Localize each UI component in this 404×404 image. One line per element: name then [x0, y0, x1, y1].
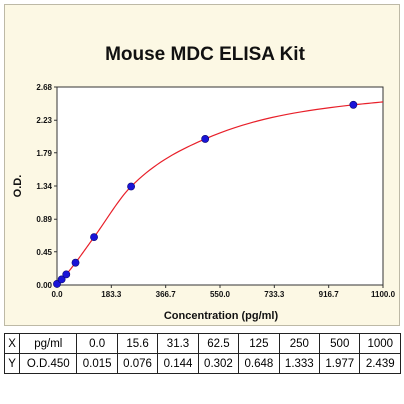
x-tick-label: 916.7: [319, 290, 340, 299]
data-point: [71, 258, 80, 267]
x-axis-label: Concentration (pg/ml): [164, 310, 279, 322]
table-cell: 1.333: [278, 353, 321, 374]
y-tick-label: 2.23: [36, 116, 52, 125]
row-header-cell: Y: [3, 353, 21, 374]
data-point: [62, 270, 71, 279]
y-tick-label: 1.34: [36, 182, 52, 191]
y-tick-label: 0.45: [36, 248, 52, 257]
table-cell: 0.302: [197, 353, 240, 374]
table-cell: 500: [319, 333, 361, 354]
x-tick-label: 366.7: [156, 290, 177, 299]
y-axis-label: O.D.: [12, 175, 24, 198]
x-tick-label: 733.3: [264, 290, 285, 299]
chart-panel: Mouse MDC ELISA Kit 0.0 183.3 366.7 550.0 73…: [4, 4, 400, 326]
table-cell: 1000: [359, 333, 401, 354]
table-cell: 62.5: [197, 333, 240, 354]
y-tick-label: 2.68: [36, 83, 52, 92]
table-cell: 125: [238, 333, 280, 354]
table-cell: O.D.450: [19, 353, 78, 374]
y-tick-label: 0.00: [36, 281, 52, 290]
table-cell: 0.144: [157, 353, 199, 374]
data-point: [201, 135, 210, 143]
axis-ticks: 0.0 183.3 366.7 550.0 733.3 916.7 1100.0 0.00 0.…: [36, 83, 395, 299]
table-cell: 31.3: [157, 333, 199, 354]
y-tick-label: 1.79: [36, 149, 52, 158]
x-tick-label: 183.3: [101, 290, 122, 299]
x-tick-label: 0.0: [51, 290, 63, 299]
plot-area: [56, 86, 384, 286]
data-point: [349, 100, 358, 109]
data-point: [90, 233, 98, 242]
table-cell: pg/ml: [19, 333, 78, 354]
x-tick-label: 550.0: [210, 290, 231, 299]
table-cell: 2.439: [359, 353, 401, 374]
table-cell: 1.977: [319, 353, 361, 374]
elisa-chart: Mouse MDC ELISA Kit 0.0 183.3 366.7 550.0 73…: [12, 44, 396, 322]
row-header-cell: X: [3, 333, 21, 354]
table-cell: 0.076: [116, 353, 159, 374]
table-cell: 0.0: [76, 333, 118, 354]
table-cell: 15.6: [116, 333, 159, 354]
data-points: [53, 100, 358, 288]
chart-title: Mouse MDC ELISA Kit: [105, 44, 306, 65]
data-point: [57, 275, 66, 284]
table-cell: 0.015: [76, 353, 118, 374]
y-tick-label: 0.89: [36, 215, 52, 224]
table-row: Y O.D.450 0.015 0.076 0.144 0.302 0.648 1.333 1.…: [3, 353, 401, 374]
data-point: [127, 182, 135, 191]
table-cell: 0.648: [238, 353, 280, 374]
data-point: [53, 279, 61, 288]
table-cell: 250: [278, 333, 321, 354]
x-tick-label: 1100.0: [371, 290, 396, 299]
